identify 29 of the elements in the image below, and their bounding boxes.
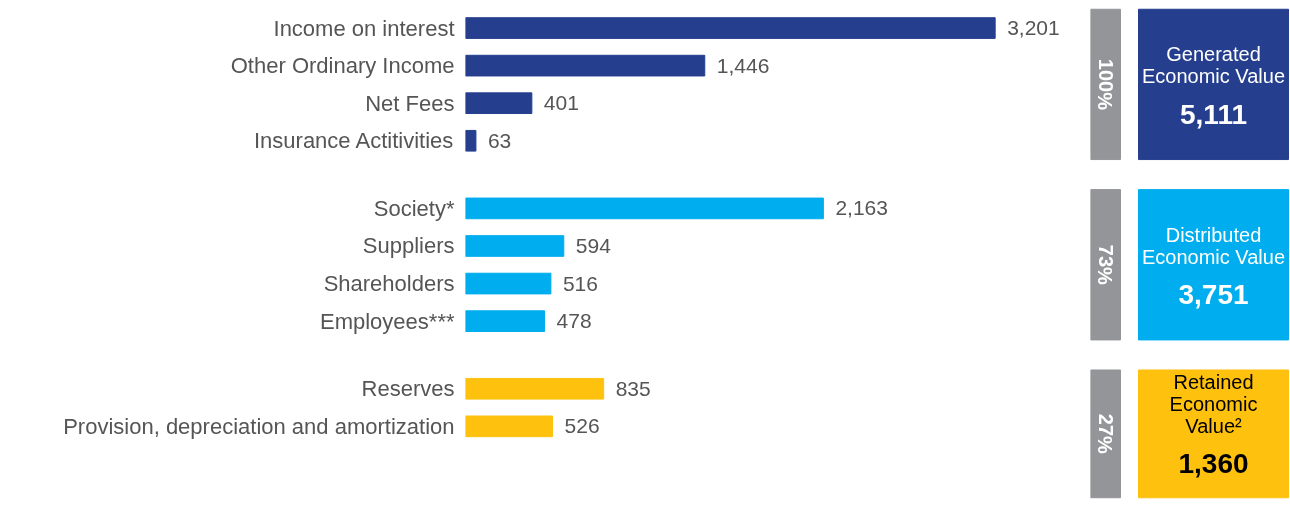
data-label: 3,201	[1007, 16, 1060, 40]
data-label: 478	[556, 309, 592, 333]
text: Retained Economic Value²	[1169, 370, 1258, 437]
text: 100%	[1094, 58, 1117, 111]
y-tick-label: Income on interest	[273, 15, 455, 41]
data-label: 594	[575, 233, 612, 257]
text: 73%	[1094, 244, 1117, 285]
text: 3,751	[1178, 279, 1249, 311]
y-tick-label: Suppliers	[362, 233, 455, 259]
data-label: 516	[562, 271, 598, 295]
y-tick-label: Employees***	[319, 308, 455, 334]
data-label: 526	[564, 414, 600, 438]
data-label: 835	[615, 376, 651, 400]
text: 1,360	[1178, 448, 1249, 480]
data-label: 1,446	[716, 53, 770, 77]
text: Distributed Economic Value	[1141, 223, 1286, 268]
data-label: 63	[487, 128, 512, 152]
y-tick-label: Provision, depreciation and amortization	[63, 413, 455, 439]
y-tick-label: Insurance Actitivities	[253, 128, 454, 154]
data-label: 2,163	[835, 196, 888, 220]
y-tick-label: Reserves	[361, 376, 455, 402]
text: 27%	[1094, 413, 1117, 455]
text: 5,111	[1180, 98, 1247, 130]
y-tick-label: Net Fees	[365, 90, 455, 116]
text: Generated Economic Value	[1141, 43, 1286, 88]
y-tick-label: Society*	[373, 195, 455, 221]
data-label: 401	[543, 91, 579, 115]
y-tick-label: Shareholders	[323, 271, 455, 297]
y-tick-label: Other Ordinary Income	[230, 53, 455, 79]
